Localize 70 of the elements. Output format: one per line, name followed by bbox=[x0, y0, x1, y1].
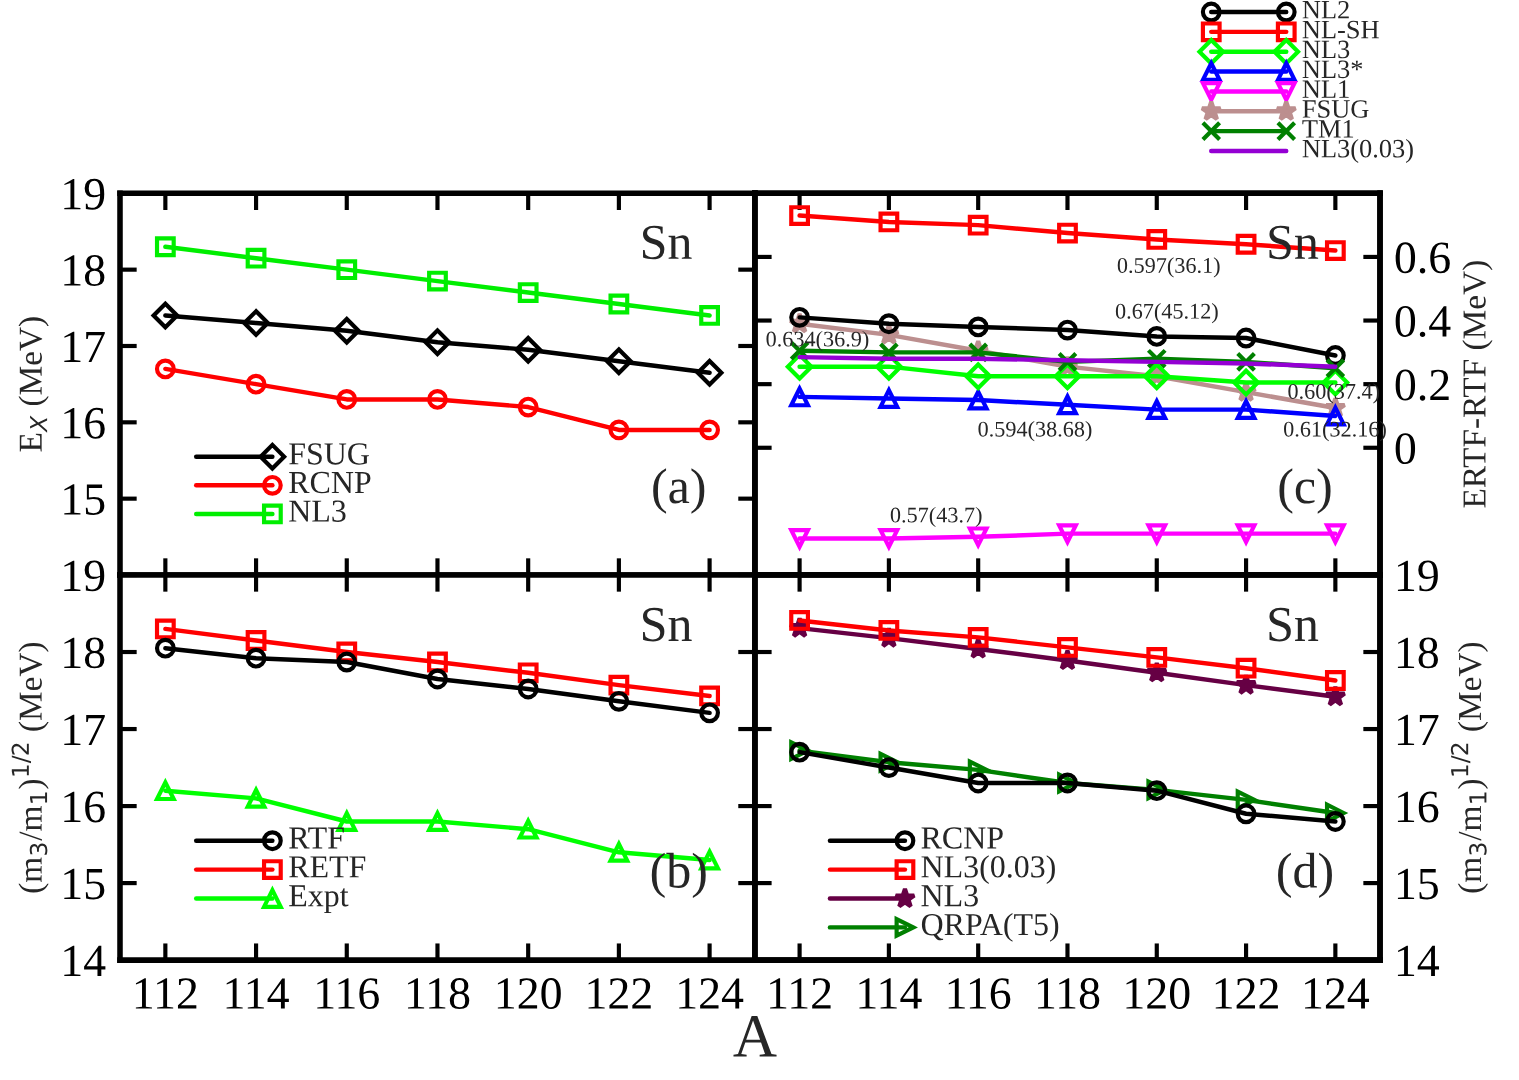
y-tick-label: 17 bbox=[64, 714, 105, 745]
x-tick-label: 116 bbox=[948, 978, 1011, 1010]
y2-tick-label: 17 bbox=[1397, 714, 1439, 745]
legend-label: TM1 bbox=[1302, 120, 1354, 138]
legend-label: NL3 bbox=[921, 885, 978, 907]
x-tick-label: 112 bbox=[770, 978, 831, 1009]
y-tick-label: 16 bbox=[64, 791, 105, 823]
y-tick-label: 17 bbox=[64, 331, 105, 362]
y-tick-label: 18 bbox=[64, 637, 105, 669]
x-tick-label: 118 bbox=[407, 978, 470, 1010]
annotation: Sn bbox=[642, 225, 692, 260]
y2-tick-label: 0.4 bbox=[1395, 305, 1451, 338]
y-axis-title: (m$_{3}$/m$_{1}$)$^{1/2}$ (MeV) bbox=[11, 642, 49, 893]
y2-tick-label: 14 bbox=[1397, 945, 1440, 977]
y-tick-label: 19 bbox=[64, 560, 105, 592]
legend-label: RCNP bbox=[921, 827, 1003, 849]
x-tick-label: 124 bbox=[679, 978, 744, 1009]
annotation: 0.597(36.1) bbox=[1117, 257, 1220, 278]
legend-label: Expt bbox=[289, 885, 349, 913]
legend-label: FSUG bbox=[289, 443, 369, 465]
legend-label: NL1 bbox=[1302, 80, 1349, 98]
x-tick-label: 114 bbox=[226, 978, 289, 1009]
x-tick-label: 114 bbox=[859, 978, 922, 1009]
y2-tick-label: 0.2 bbox=[1395, 369, 1449, 401]
x-tick-label: 122 bbox=[1215, 978, 1278, 1009]
y-tick-label: 15 bbox=[64, 484, 105, 516]
x-axis-title: A bbox=[733, 1016, 777, 1057]
legend-label: NL3 bbox=[289, 500, 346, 522]
annotation: Sn bbox=[642, 607, 692, 642]
x-tick-label: 112 bbox=[135, 978, 197, 1009]
y2-tick-label: 16 bbox=[1397, 791, 1439, 823]
legend-label: NL3* bbox=[1302, 60, 1363, 79]
y-tick-label: 19 bbox=[64, 178, 105, 210]
legend-label: QRPA(T5) bbox=[921, 912, 1059, 942]
x-tick-label: 124 bbox=[1305, 978, 1370, 1009]
annotation: (d) bbox=[1278, 852, 1332, 899]
legend-label: RETF bbox=[289, 856, 366, 878]
y-axis-title: E$_{X}$ (MeV) bbox=[18, 317, 49, 452]
annotation: 0.67(45.12) bbox=[1115, 303, 1218, 324]
legend-label: RTF bbox=[289, 827, 344, 849]
y2-axis-title: ERTF-RTF (MeV) bbox=[1462, 261, 1493, 508]
y-tick-label: 15 bbox=[64, 868, 105, 900]
y2-tick-label: 15 bbox=[1397, 868, 1438, 900]
y2-tick-label: 19 bbox=[1397, 560, 1438, 592]
y2-axis-title: (m$_{3}$/m$_{1}$)$^{1/2}$ (MeV) bbox=[1450, 642, 1489, 893]
x-tick-label: 122 bbox=[588, 978, 651, 1009]
y-tick-label: 16 bbox=[64, 407, 105, 439]
legend-label: RCNP bbox=[289, 471, 371, 494]
legend-label: NL2 bbox=[1302, 0, 1349, 19]
annotation: (a) bbox=[653, 468, 705, 514]
annotation: (c) bbox=[1279, 468, 1331, 514]
y2-tick-label: 0.6 bbox=[1395, 242, 1450, 274]
annotation: (b) bbox=[651, 852, 706, 899]
y2-tick-label: 0 bbox=[1395, 433, 1416, 465]
annotation: 0.57(43.7) bbox=[890, 506, 982, 528]
y-tick-label: 14 bbox=[64, 945, 106, 977]
x-tick-label: 116 bbox=[317, 978, 379, 1010]
y2-tick-label: 18 bbox=[1397, 637, 1438, 669]
annotation: 0.634(36.9) bbox=[766, 330, 869, 352]
legend-label: NL-SH bbox=[1302, 20, 1379, 39]
annotation: 0.594(38.68) bbox=[978, 421, 1092, 442]
legend-label: NL3(0.03) bbox=[1302, 138, 1413, 163]
x-tick-label: 120 bbox=[497, 978, 561, 1010]
y-tick-label: 18 bbox=[64, 255, 105, 287]
legend-label: NL3(0.03) bbox=[921, 855, 1055, 885]
legend-label: NL3 bbox=[1302, 40, 1350, 59]
x-tick-label: 118 bbox=[1037, 978, 1100, 1010]
x-tick-label: 120 bbox=[1126, 978, 1190, 1010]
legend-label: FSUG bbox=[1302, 100, 1369, 118]
annotation: Sn bbox=[1269, 607, 1319, 642]
